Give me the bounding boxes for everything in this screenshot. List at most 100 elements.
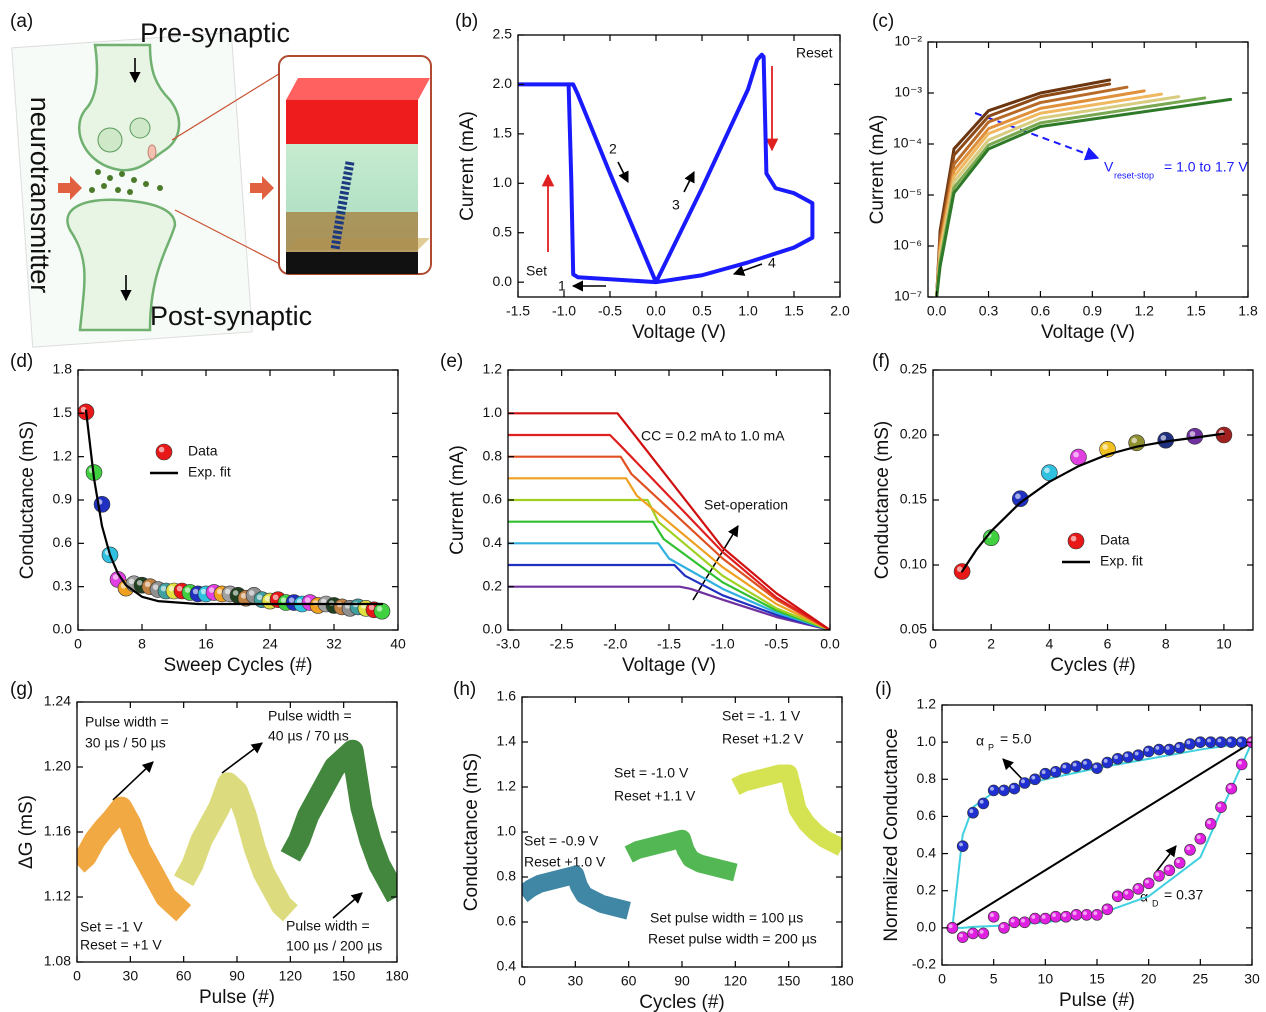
x-tick-label: 10 xyxy=(1216,636,1232,652)
x-tick-label: -3.0 xyxy=(496,636,520,652)
marker-highlight xyxy=(1083,911,1087,916)
marker-highlight xyxy=(1031,775,1036,780)
plot-area xyxy=(508,412,830,630)
marker-highlight xyxy=(948,924,953,929)
x-tick-label: -2.0 xyxy=(603,636,627,652)
x-tick-label: 1.8 xyxy=(1238,303,1258,319)
arrow xyxy=(683,170,695,193)
marker xyxy=(1122,888,1134,901)
data-line xyxy=(960,432,1226,573)
marker-highlight xyxy=(280,597,287,603)
marker-highlight xyxy=(224,588,231,595)
vesicle xyxy=(129,117,151,139)
marker xyxy=(946,922,959,934)
annotation: Set-operation xyxy=(704,497,788,513)
annotation: α xyxy=(1140,889,1148,905)
marker xyxy=(1101,756,1114,769)
marker xyxy=(1194,736,1207,748)
data-band xyxy=(174,772,298,922)
marker-highlight xyxy=(1015,493,1021,500)
marker-highlight xyxy=(1010,918,1015,923)
y-tick-label: 0.8 xyxy=(483,447,503,463)
marker-highlight xyxy=(969,929,974,934)
filament xyxy=(330,161,355,251)
x-tick-label: 0.0 xyxy=(820,636,840,652)
y-tick-label: 1.6 xyxy=(497,688,517,704)
marker xyxy=(1008,782,1021,795)
y-tick-label: 2.5 xyxy=(493,26,513,42)
x-tick-label: 0.5 xyxy=(692,303,712,319)
marker-highlight xyxy=(959,933,963,938)
plot-area xyxy=(953,426,1233,580)
x-tick-label: -1.5 xyxy=(657,636,681,652)
x-tick-label: 40 xyxy=(390,636,406,652)
marker xyxy=(1060,762,1072,774)
data-line xyxy=(84,409,384,606)
y-tick-label: 1.0 xyxy=(483,404,503,420)
axes-frame xyxy=(932,369,1254,631)
marker-highlight xyxy=(969,809,974,813)
y-axis-title: Current (mA) xyxy=(447,445,468,555)
marker-highlight xyxy=(1062,913,1067,917)
marker xyxy=(1173,741,1186,754)
marker-highlight xyxy=(1114,892,1118,897)
x-axis-title: Pulse (#) xyxy=(199,987,275,1008)
marker-highlight xyxy=(200,588,207,595)
marker-highlight xyxy=(956,566,963,572)
marker xyxy=(1070,909,1083,921)
top-electrode xyxy=(286,100,418,144)
marker xyxy=(977,797,990,810)
marker-highlight xyxy=(208,587,215,593)
legend-label: Data xyxy=(188,443,218,459)
marker-highlight xyxy=(1186,846,1191,851)
legend-marker xyxy=(155,443,173,461)
x-tick-label: 6 xyxy=(1104,636,1112,652)
marker-highlight xyxy=(1093,764,1098,769)
annotation: = 1.0 to 1.7 V xyxy=(1164,159,1248,175)
marker-highlight xyxy=(1165,866,1170,871)
y-tick-label: 0.9 xyxy=(53,491,73,507)
x-tick-label: 24 xyxy=(262,636,278,652)
neurotransmitter-dots xyxy=(89,169,163,195)
x-tick-label: 1.2 xyxy=(1134,303,1154,319)
y-tick-label: 0.6 xyxy=(483,491,503,507)
data-line xyxy=(508,477,830,630)
panel: 0 2 4 6 8 10 0.05 0.10 0.15 0.20 0.25 Cycles (#) Con… xyxy=(872,351,1254,676)
y-tick-label: 1.2 xyxy=(53,447,73,463)
y-axis-title: Normalized Conductance xyxy=(881,728,902,941)
y-tick-label: 0.05 xyxy=(900,621,927,637)
marker-highlight xyxy=(232,590,239,596)
y-tick-label: 0.2 xyxy=(917,881,937,897)
x-tick-label: 120 xyxy=(724,973,748,989)
panel-label: (h) xyxy=(453,679,476,700)
marker-highlight xyxy=(1207,820,1211,825)
y-tick-label: 0.6 xyxy=(53,534,73,550)
marker xyxy=(1008,916,1021,929)
y-tick-label: 1.16 xyxy=(44,823,71,839)
arrow xyxy=(617,161,629,184)
annotation: 3 xyxy=(672,197,680,213)
annotation: Set = -1 V xyxy=(80,919,143,935)
annotation: V xyxy=(1104,159,1114,175)
y-tick-label: 10⁻³ xyxy=(894,84,922,100)
y-tick-label: 0.8 xyxy=(917,770,937,786)
marker xyxy=(1194,832,1207,845)
marker-highlight xyxy=(128,578,135,585)
annotation: CC = 0.2 mA to 1.0 mA xyxy=(641,428,785,444)
marker-highlight xyxy=(1083,760,1087,765)
marker xyxy=(1111,890,1124,903)
data-line xyxy=(508,433,830,630)
y-tick-label: 10⁻⁵ xyxy=(893,186,922,202)
y-tick-label: 0.0 xyxy=(493,273,513,289)
marker-highlight xyxy=(1102,444,1108,450)
plot-area xyxy=(78,403,391,620)
marker-highlight xyxy=(979,799,984,804)
marker-highlight xyxy=(979,929,984,934)
marker xyxy=(1153,870,1165,882)
data-line xyxy=(508,412,830,630)
y-tick-label: 0.0 xyxy=(917,919,937,935)
zoom-line xyxy=(171,71,283,141)
panel: 0 5 10 15 20 25 30 -0.2 0.0 0.2 0.4 0.6 0.8 1.0 1.2 Pul… xyxy=(875,679,1260,1011)
marker xyxy=(1029,773,1041,786)
annotation: Reset +1.0 V xyxy=(524,854,606,870)
